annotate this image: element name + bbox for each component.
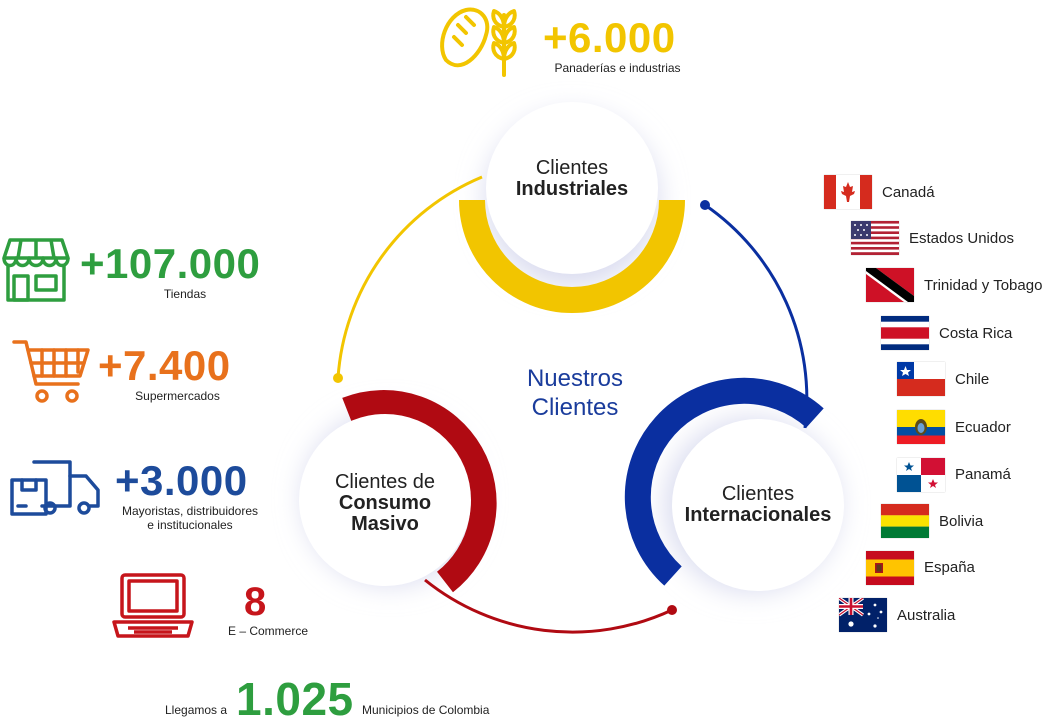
industrial-ring xyxy=(459,199,685,313)
arc-red xyxy=(424,578,673,634)
spain-flag xyxy=(866,551,914,585)
internacional-label-line2: Internacionales xyxy=(684,504,832,526)
internacional-label: Clientes Internacionales xyxy=(668,484,848,526)
country-bolivia: Bolivia xyxy=(939,513,984,530)
canada-flag xyxy=(824,175,872,209)
industrial-label-line2: Industriales xyxy=(515,178,629,200)
industrial-caption: Panaderías e industrias xyxy=(554,61,681,75)
consumo-label-line2: Consumo xyxy=(338,492,432,514)
panama-flag xyxy=(897,458,945,492)
bolivia-flag xyxy=(881,504,929,538)
consumo-circle xyxy=(299,414,471,586)
country-panama: Panamá xyxy=(955,466,1011,483)
internacional-ring xyxy=(624,377,824,586)
tiendas-value: +107.000 xyxy=(80,240,261,287)
country-trinidad-tobago: Trinidad y Tobago xyxy=(924,277,1043,294)
consumo-label: Clientes de Consumo Masivo xyxy=(300,472,470,535)
usa-flag xyxy=(851,221,899,255)
ecommerce-caption: E – Commerce xyxy=(227,624,309,638)
center-title-line1: Nuestros xyxy=(526,365,624,392)
industrial-label: Clientes Industriales xyxy=(487,158,657,200)
arc-red-dot xyxy=(667,605,677,615)
supermercados-value: +7.400 xyxy=(98,342,231,389)
mayoristas-value: +3.000 xyxy=(115,457,248,504)
center-title: Nuestros Clientes xyxy=(500,365,650,423)
chile-flag xyxy=(897,362,945,396)
arc-yellow xyxy=(336,175,483,379)
mayoristas-caption: Mayoristas, distribuidores e institucion… xyxy=(110,504,270,533)
country-usa: Estados Unidos xyxy=(909,230,1015,247)
ecommerce-value: 8 xyxy=(244,580,267,624)
municipios-prefix: Llegamos a xyxy=(165,703,228,717)
consumo-label-line3: Masivo xyxy=(351,513,419,535)
trinidad-tobago-flag xyxy=(866,268,914,302)
mayoristas-caption-line2: e institucionales xyxy=(147,518,233,533)
arc-blue-dot xyxy=(700,200,710,210)
country-canada: Canadá xyxy=(882,184,935,201)
mayoristas-caption-line1: Mayoristas, distribuidores xyxy=(121,504,259,518)
supermercados-caption: Supermercados xyxy=(135,389,220,403)
municipios-value: 1.025 xyxy=(236,673,354,725)
industrial-value: +6.000 xyxy=(543,14,676,61)
laptop-icon xyxy=(112,572,194,640)
arc-yellow-dot xyxy=(333,373,343,383)
arc-blue xyxy=(704,203,809,429)
industrial-circle xyxy=(486,102,658,274)
municipios-suffix: Municipios de Colombia xyxy=(362,703,490,717)
country-ecuador: Ecuador xyxy=(955,419,1011,436)
country-australia: Australia xyxy=(897,607,956,624)
industrial-label-line1: Clientes xyxy=(535,157,609,179)
australia-flag xyxy=(839,598,887,632)
bread-wheat-icon xyxy=(436,5,526,80)
tiendas-caption: Tiendas xyxy=(163,287,207,301)
costa-rica-flag xyxy=(881,316,929,350)
consumo-ring xyxy=(342,390,497,593)
delivery-truck-icon xyxy=(10,456,102,522)
shopping-cart-icon xyxy=(12,336,92,406)
consumo-label-line1: Clientes de xyxy=(334,471,436,493)
store-icon xyxy=(2,236,70,304)
country-chile: Chile xyxy=(955,371,990,388)
internacional-circle xyxy=(672,419,844,591)
ecuador-flag xyxy=(897,410,945,444)
internacional-label-line1: Clientes xyxy=(721,483,795,505)
center-title-line2: Clientes xyxy=(531,393,619,421)
country-spain: España xyxy=(924,559,975,576)
country-costa-rica: Costa Rica xyxy=(939,325,1013,342)
